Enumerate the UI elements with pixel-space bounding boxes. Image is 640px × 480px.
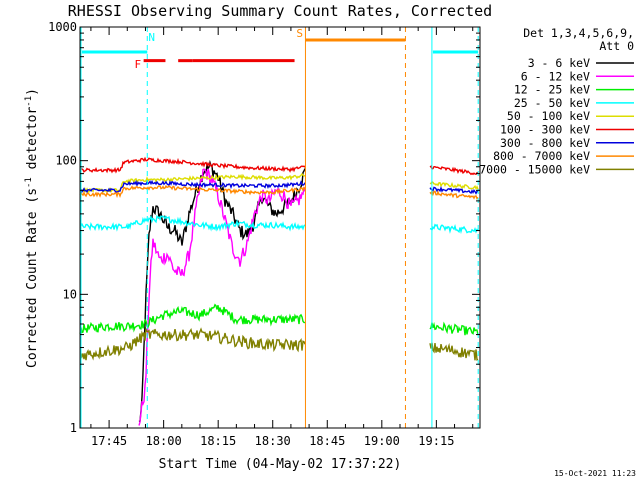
series-line-8	[79, 184, 479, 200]
plot-area: N F S	[79, 27, 479, 428]
y-tick-label-2: 10	[63, 287, 77, 301]
y-tick-label-1: 1	[70, 421, 77, 435]
x-tick-label-1: 17:45	[91, 434, 127, 448]
series-line-2	[138, 168, 306, 426]
series-line-5	[79, 172, 479, 194]
legend-label-1: 3 - 6 keV	[528, 56, 590, 70]
legend-label-5: 50 - 100 keV	[507, 109, 590, 123]
series-line-6	[79, 156, 479, 176]
legend-header-detectors: Det 1,3,4,5,6,9,	[523, 26, 634, 40]
generated-timestamp: 15-Oct-2021 11:23	[554, 469, 636, 478]
legend-label-8: 800 - 7000 keV	[493, 149, 590, 163]
legend-label-6: 100 - 300 keV	[500, 123, 590, 137]
y-tick-label-3: 100	[55, 154, 77, 168]
axes: 1 10 100 1000 17:45 18:00 18:15 18:30 18:45 19:00…	[48, 20, 481, 448]
y-axis-label-main: Corrected Count Rate (s	[25, 188, 40, 368]
x-tick-label-6: 19:00	[364, 434, 400, 448]
x-tick-label-7: 19:15	[418, 434, 454, 448]
series-line-4	[79, 214, 479, 235]
y-axis-label: Corrected Count Rate (s-1 detector-1)	[24, 88, 40, 368]
series-line-3	[79, 303, 479, 336]
series-line-9	[79, 326, 479, 361]
y-axis-label-sup2: -1	[24, 96, 34, 107]
y-axis-label-sup1: -1	[24, 177, 34, 188]
x-tick-label-4: 18:30	[255, 434, 291, 448]
series-line-7	[79, 179, 479, 195]
y-tick-label-4: 1000	[48, 20, 77, 34]
plot-frame	[79, 26, 481, 429]
marker-s: S	[296, 27, 303, 40]
y-axis-label-mid: detector	[25, 107, 40, 178]
y-axis-label-end: )	[25, 88, 40, 96]
marker-n: N	[148, 31, 155, 44]
x-tick-label-2: 18:00	[146, 434, 182, 448]
chart-title: RHESSI Observing Summary Count Rates, Co…	[68, 2, 492, 20]
legend-label-2: 6 - 12 keV	[521, 69, 590, 83]
x-tick-label-3: 18:15	[200, 434, 236, 448]
x-tick-label-5: 18:45	[309, 434, 345, 448]
legend-label-7: 300 - 800 keV	[500, 136, 590, 150]
legend-label-4: 25 - 50 keV	[514, 96, 590, 110]
series-line-1	[138, 159, 306, 423]
legend-header-attenuator: Att 0	[599, 39, 634, 53]
x-axis-label: Start Time (04-May-02 17:37:22)	[159, 457, 402, 472]
marker-f: F	[135, 58, 142, 71]
legend-label-9: 7000 - 15000 keV	[479, 162, 590, 176]
legend-label-3: 12 - 25 keV	[514, 83, 590, 97]
